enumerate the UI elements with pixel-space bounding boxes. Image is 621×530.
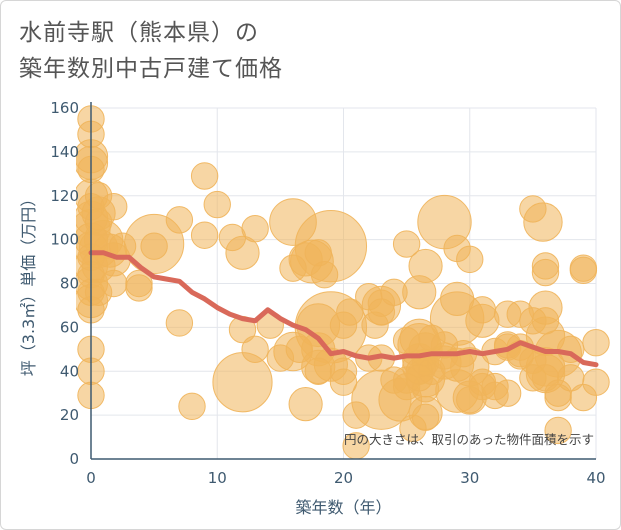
bubble-point bbox=[342, 401, 370, 429]
chart-title-line2: 築年数別中古戸建て価格 bbox=[19, 56, 283, 82]
bubble-point bbox=[329, 368, 358, 396]
x-tick-label: 10 bbox=[208, 469, 227, 487]
bubble-point bbox=[569, 256, 598, 285]
bubble-point bbox=[304, 357, 332, 385]
x-tick-label: 0 bbox=[86, 469, 96, 487]
chart-title-line1: 水前寺駅（熊本県）の bbox=[19, 20, 259, 46]
bubble-point bbox=[100, 193, 128, 221]
y-tick-label: 160 bbox=[50, 99, 79, 117]
bubble-point bbox=[468, 296, 497, 324]
bubble-point bbox=[531, 307, 560, 335]
bubble-point bbox=[544, 416, 572, 445]
y-tick-label: 120 bbox=[50, 187, 79, 205]
y-tick-label: 60 bbox=[60, 318, 79, 336]
y-tick-label: 100 bbox=[50, 231, 79, 249]
bubble-point bbox=[212, 352, 273, 413]
y-tick-label: 0 bbox=[69, 450, 79, 468]
bubble-point bbox=[165, 206, 194, 234]
bubble-point bbox=[140, 232, 168, 260]
y-tick-label: 80 bbox=[60, 275, 79, 293]
bubble-point bbox=[411, 403, 440, 432]
y-tick-label: 40 bbox=[60, 362, 79, 380]
size-legend-note: 円の大きさは、取引のあった物件面積を示す bbox=[344, 432, 594, 447]
average-price-line bbox=[88, 250, 599, 368]
bubble-point bbox=[310, 261, 339, 289]
bubble-point bbox=[100, 269, 128, 298]
bubble-point bbox=[285, 335, 314, 364]
average-line-series bbox=[88, 250, 599, 368]
bubble-point bbox=[367, 298, 396, 326]
bubble-point bbox=[336, 298, 364, 326]
bubble-point bbox=[241, 214, 269, 243]
bubble-point bbox=[392, 230, 421, 258]
bubble-point bbox=[190, 162, 219, 190]
bubble-point bbox=[582, 368, 610, 396]
y-tick-label: 20 bbox=[60, 406, 79, 424]
bubble-point bbox=[279, 254, 307, 282]
y-axis-label: 坪（3.3㎡）単価（万円） bbox=[19, 191, 38, 376]
bubble-point bbox=[582, 329, 610, 357]
bubble-point bbox=[493, 379, 522, 407]
bubble-point bbox=[380, 278, 408, 306]
bubble-point bbox=[408, 248, 443, 284]
x-tick-label: 40 bbox=[586, 469, 605, 487]
chart-title: 水前寺駅（熊本県）の 築年数別中古戸建て価格 bbox=[19, 15, 283, 87]
bubble-point bbox=[288, 387, 323, 422]
bubble-point bbox=[440, 281, 475, 316]
bubble-point bbox=[392, 326, 421, 355]
bubble-point bbox=[456, 245, 484, 274]
bubble-point bbox=[531, 258, 560, 287]
bubble-series bbox=[76, 105, 610, 460]
bubble-point bbox=[165, 309, 194, 337]
bubble-point bbox=[125, 274, 153, 302]
bubble-point bbox=[178, 392, 206, 421]
x-tick-label: 30 bbox=[460, 469, 479, 487]
y-tick-label: 140 bbox=[50, 143, 79, 161]
grid-lines bbox=[91, 107, 597, 459]
x-axis-label: 築年数（年） bbox=[295, 498, 391, 517]
bubble-point bbox=[190, 221, 219, 249]
bubble-point bbox=[241, 335, 269, 364]
bubble-point bbox=[519, 195, 547, 223]
axes: 0 20 40 60 80 100 120 140 160 0 10 20 30 40 bbox=[50, 99, 605, 487]
bubble-point bbox=[269, 198, 317, 246]
bubble-point bbox=[203, 190, 231, 219]
x-tick-label: 20 bbox=[334, 469, 353, 487]
